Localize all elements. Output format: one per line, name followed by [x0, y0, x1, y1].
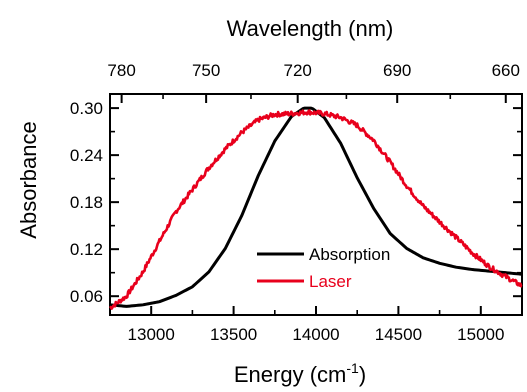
x2-tick-label: 720: [284, 61, 312, 80]
bottom-axis-title-unit-exp: -1: [346, 360, 359, 376]
legend-label-laser: Laser: [309, 272, 352, 291]
legend: Absorption Laser: [257, 245, 390, 291]
x-tick-label: 14500: [375, 325, 422, 344]
x2-tick-label: 690: [383, 61, 411, 80]
x-tick-label: 13500: [210, 325, 257, 344]
ticks-group: 13000 13500 14000 14500 15000 0.06 0.12 0.18 0.2…: [70, 61, 522, 344]
y-tick-label: 0.06: [70, 287, 103, 306]
bottom-axis-title-unit: cm: [317, 362, 346, 387]
legend-label-absorption: Absorption: [309, 245, 390, 264]
x2-tick-label: 780: [107, 61, 135, 80]
bottom-axis-title: Energy (cm-1): [234, 360, 366, 387]
series-line-laser: [109, 109, 523, 310]
y-tick-label: 0.30: [70, 99, 103, 118]
x-tick-label: 13000: [128, 325, 175, 344]
series-group: [109, 106, 523, 310]
y-tick-label: 0.12: [70, 240, 103, 259]
y-tick-label: 0.18: [70, 193, 103, 212]
y-axis-title: Absorbance: [16, 121, 41, 238]
y-tick-label: 0.24: [70, 146, 103, 165]
x-tick-label: 14000: [292, 325, 339, 344]
x2-tick-label: 750: [192, 61, 220, 80]
x-tick-label: 15000: [457, 325, 504, 344]
bottom-axis-title-main: Energy: [234, 362, 304, 387]
x2-tick-label: 660: [492, 61, 520, 80]
top-axis-title: Wavelength (nm): [227, 16, 394, 41]
